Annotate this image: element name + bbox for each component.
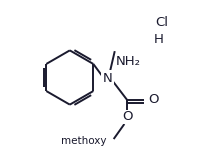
Text: NH₂: NH₂ bbox=[116, 55, 141, 68]
Text: N: N bbox=[103, 72, 113, 85]
Text: O: O bbox=[123, 110, 133, 123]
Text: H: H bbox=[153, 33, 163, 46]
Text: Cl: Cl bbox=[155, 16, 168, 29]
Text: O: O bbox=[148, 93, 159, 106]
Text: methoxy: methoxy bbox=[61, 136, 106, 146]
